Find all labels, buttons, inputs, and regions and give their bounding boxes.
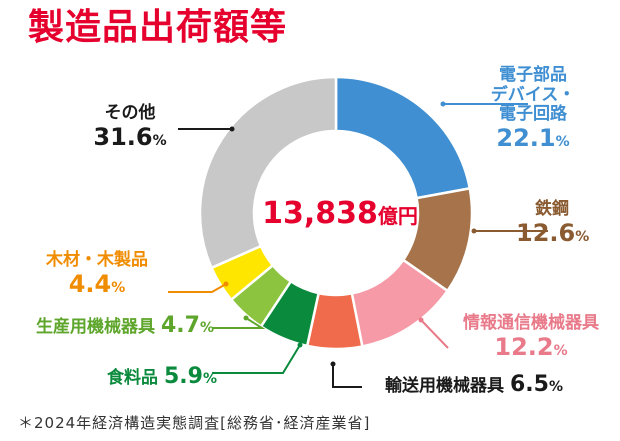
source-footnote: ＊2024年経済構造実態調査[総務省･経済産業省] <box>18 414 371 432</box>
slice-percent-3: 6.5 <box>509 372 549 397</box>
slice-label-3: 輸送用機械器具 6.5% <box>364 372 584 397</box>
slice-percent-2: 12.2 <box>494 332 554 361</box>
slice-name-0: 電子部品 デバイス・ 電子回路 <box>490 65 576 125</box>
center-total-value: 13,838 <box>262 196 378 231</box>
slice-percent-unit-7: % <box>152 132 167 149</box>
slice-name-2: 情報通信機械器具 <box>463 313 599 333</box>
slice-label-1: 鉄鋼 12.6% <box>516 199 590 247</box>
leader-dot-2 <box>418 317 424 323</box>
slice-percent-1: 12.6 <box>516 218 576 247</box>
leader-dot-3 <box>330 361 336 367</box>
slice-label-0: 電子部品 デバイス・ 電子回路 22.1% <box>478 65 588 152</box>
leader-dot-4 <box>297 342 303 348</box>
slice-percent-4: 5.9 <box>163 364 203 389</box>
slice-percent-7: 31.6 <box>93 122 153 151</box>
leader-dot-6 <box>223 281 229 287</box>
leader-dot-1 <box>471 228 477 234</box>
slice-label-4: 食料品 5.9% <box>92 364 232 389</box>
leader-line-5 <box>212 317 266 329</box>
center-total-unit: 億円 <box>377 204 418 228</box>
slice-name-3: 輸送用機械器具 <box>384 376 504 396</box>
slice-percent-0: 22.1 <box>496 123 556 152</box>
slice-7 <box>198 75 338 270</box>
leader-line-2 <box>420 319 449 349</box>
slice-name-5: 生産用機械器具 <box>35 317 155 337</box>
leader-line-4 <box>212 344 301 374</box>
center-total: 13,838億円 <box>250 196 430 231</box>
leader-dot-0 <box>440 101 446 107</box>
slice-name-1: 鉄鋼 <box>535 199 569 219</box>
slice-percent-unit-6: % <box>111 279 126 296</box>
leader-line-3 <box>332 364 362 388</box>
slice-name-6: 木材・木製品 <box>46 250 148 270</box>
slice-0 <box>334 75 472 200</box>
slice-percent-unit-3: % <box>548 379 563 395</box>
slice-label-5: 生産用機械器具 4.7% <box>30 313 220 338</box>
slice-name-4: 食料品 <box>106 368 158 388</box>
leader-dot-5 <box>243 315 249 321</box>
slice-percent-unit-4: % <box>202 371 217 387</box>
leader-dot-7 <box>229 126 235 132</box>
slice-percent-unit-0: % <box>555 133 570 150</box>
slice-label-6: 木材・木製品 4.4% <box>22 250 172 298</box>
slice-percent-unit-1: % <box>575 228 590 245</box>
slice-name-7: その他 <box>104 103 156 123</box>
slice-percent-6: 4.4 <box>68 269 112 298</box>
leader-line-6 <box>168 283 227 293</box>
slice-percent-5: 4.7 <box>160 313 200 338</box>
slice-percent-unit-5: % <box>199 320 214 336</box>
slice-percent-unit-2: % <box>553 342 568 359</box>
slice-label-7: その他 31.6% <box>70 103 190 151</box>
chart-title: 製造品出荷額等 <box>28 7 288 48</box>
slice-label-2: 情報通信機械器具 12.2% <box>446 313 616 361</box>
